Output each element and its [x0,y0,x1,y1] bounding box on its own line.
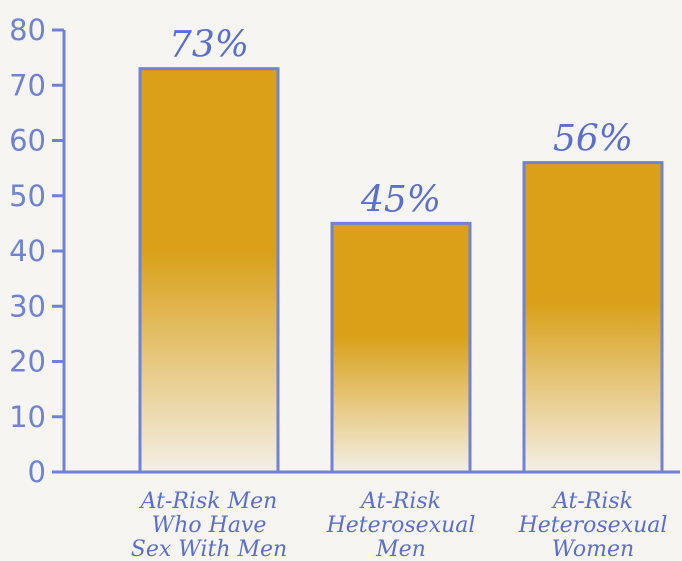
x-category-label-line: Sex With Men [131,537,287,561]
x-category-label-line: At-Risk Men [139,489,278,514]
bar-value-label: 56% [553,119,633,160]
y-tick-label: 10 [9,400,46,434]
y-tick-label: 20 [9,345,46,379]
bars [138,67,664,474]
y-tick-label: 70 [9,68,46,102]
bar-value-label: 73% [169,25,249,66]
x-category-label-line: Women [552,537,634,561]
y-tick-label: 30 [9,289,46,323]
bar [138,67,280,474]
x-category-label-line: Heterosexual [518,513,668,538]
bar [522,161,664,474]
x-category-label-line: Heterosexual [326,513,476,538]
labels: 73%At-Risk Men Who Have Sex With Men45%At-… [131,25,668,561]
x-category-label-line: At-Risk [551,489,633,514]
y-tick-label: 60 [9,124,46,158]
x-category-label: At-Risk Men Who Have Sex With Men [131,489,287,561]
y-tick-label: 40 [9,234,46,268]
y-tick-label: 80 [9,13,46,47]
bar [330,221,472,474]
bar-value-label: 45% [360,179,441,220]
x-category-label-line: Men [375,537,426,561]
x-category-label: At-Risk Heterosexual Men [326,489,476,561]
y-tick-label: 50 [9,179,46,213]
x-category-label: At-Risk Heterosexual Women [518,489,668,561]
x-category-label-line: At-Risk [359,489,441,514]
y-tick-label: 0 [28,455,46,489]
x-category-label-line: Who Have [152,513,267,538]
